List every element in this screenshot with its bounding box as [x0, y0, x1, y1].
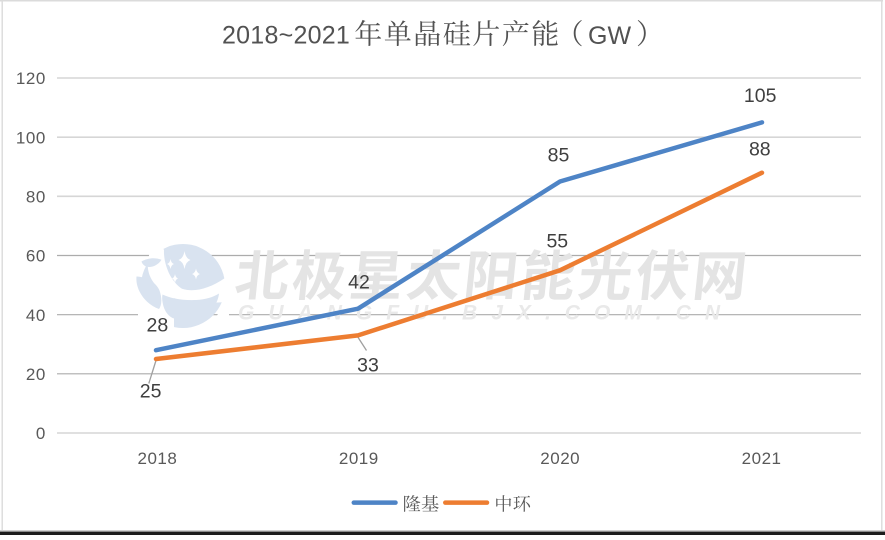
svg-text:55: 55: [546, 230, 568, 252]
svg-text:120: 120: [16, 69, 46, 88]
svg-text:28: 28: [147, 315, 169, 337]
svg-text:2018~2021: 2018~2021: [222, 22, 350, 50]
svg-text:33: 33: [357, 354, 379, 376]
svg-text:2020: 2020: [540, 449, 580, 468]
svg-text:40: 40: [26, 306, 46, 325]
svg-text:60: 60: [26, 247, 46, 266]
svg-text:2019: 2019: [339, 449, 379, 468]
svg-text:100: 100: [16, 128, 46, 147]
svg-text:2021: 2021: [742, 449, 782, 468]
svg-text:42: 42: [348, 272, 370, 294]
svg-text:25: 25: [140, 381, 162, 403]
svg-text:80: 80: [26, 188, 46, 207]
svg-text:105: 105: [744, 85, 777, 107]
svg-text:85: 85: [548, 145, 570, 167]
svg-text:20: 20: [26, 365, 46, 384]
svg-text:2018: 2018: [137, 449, 177, 468]
svg-text:88: 88: [749, 138, 771, 160]
svg-text:GW: GW: [588, 22, 631, 50]
svg-text:0: 0: [36, 424, 46, 443]
